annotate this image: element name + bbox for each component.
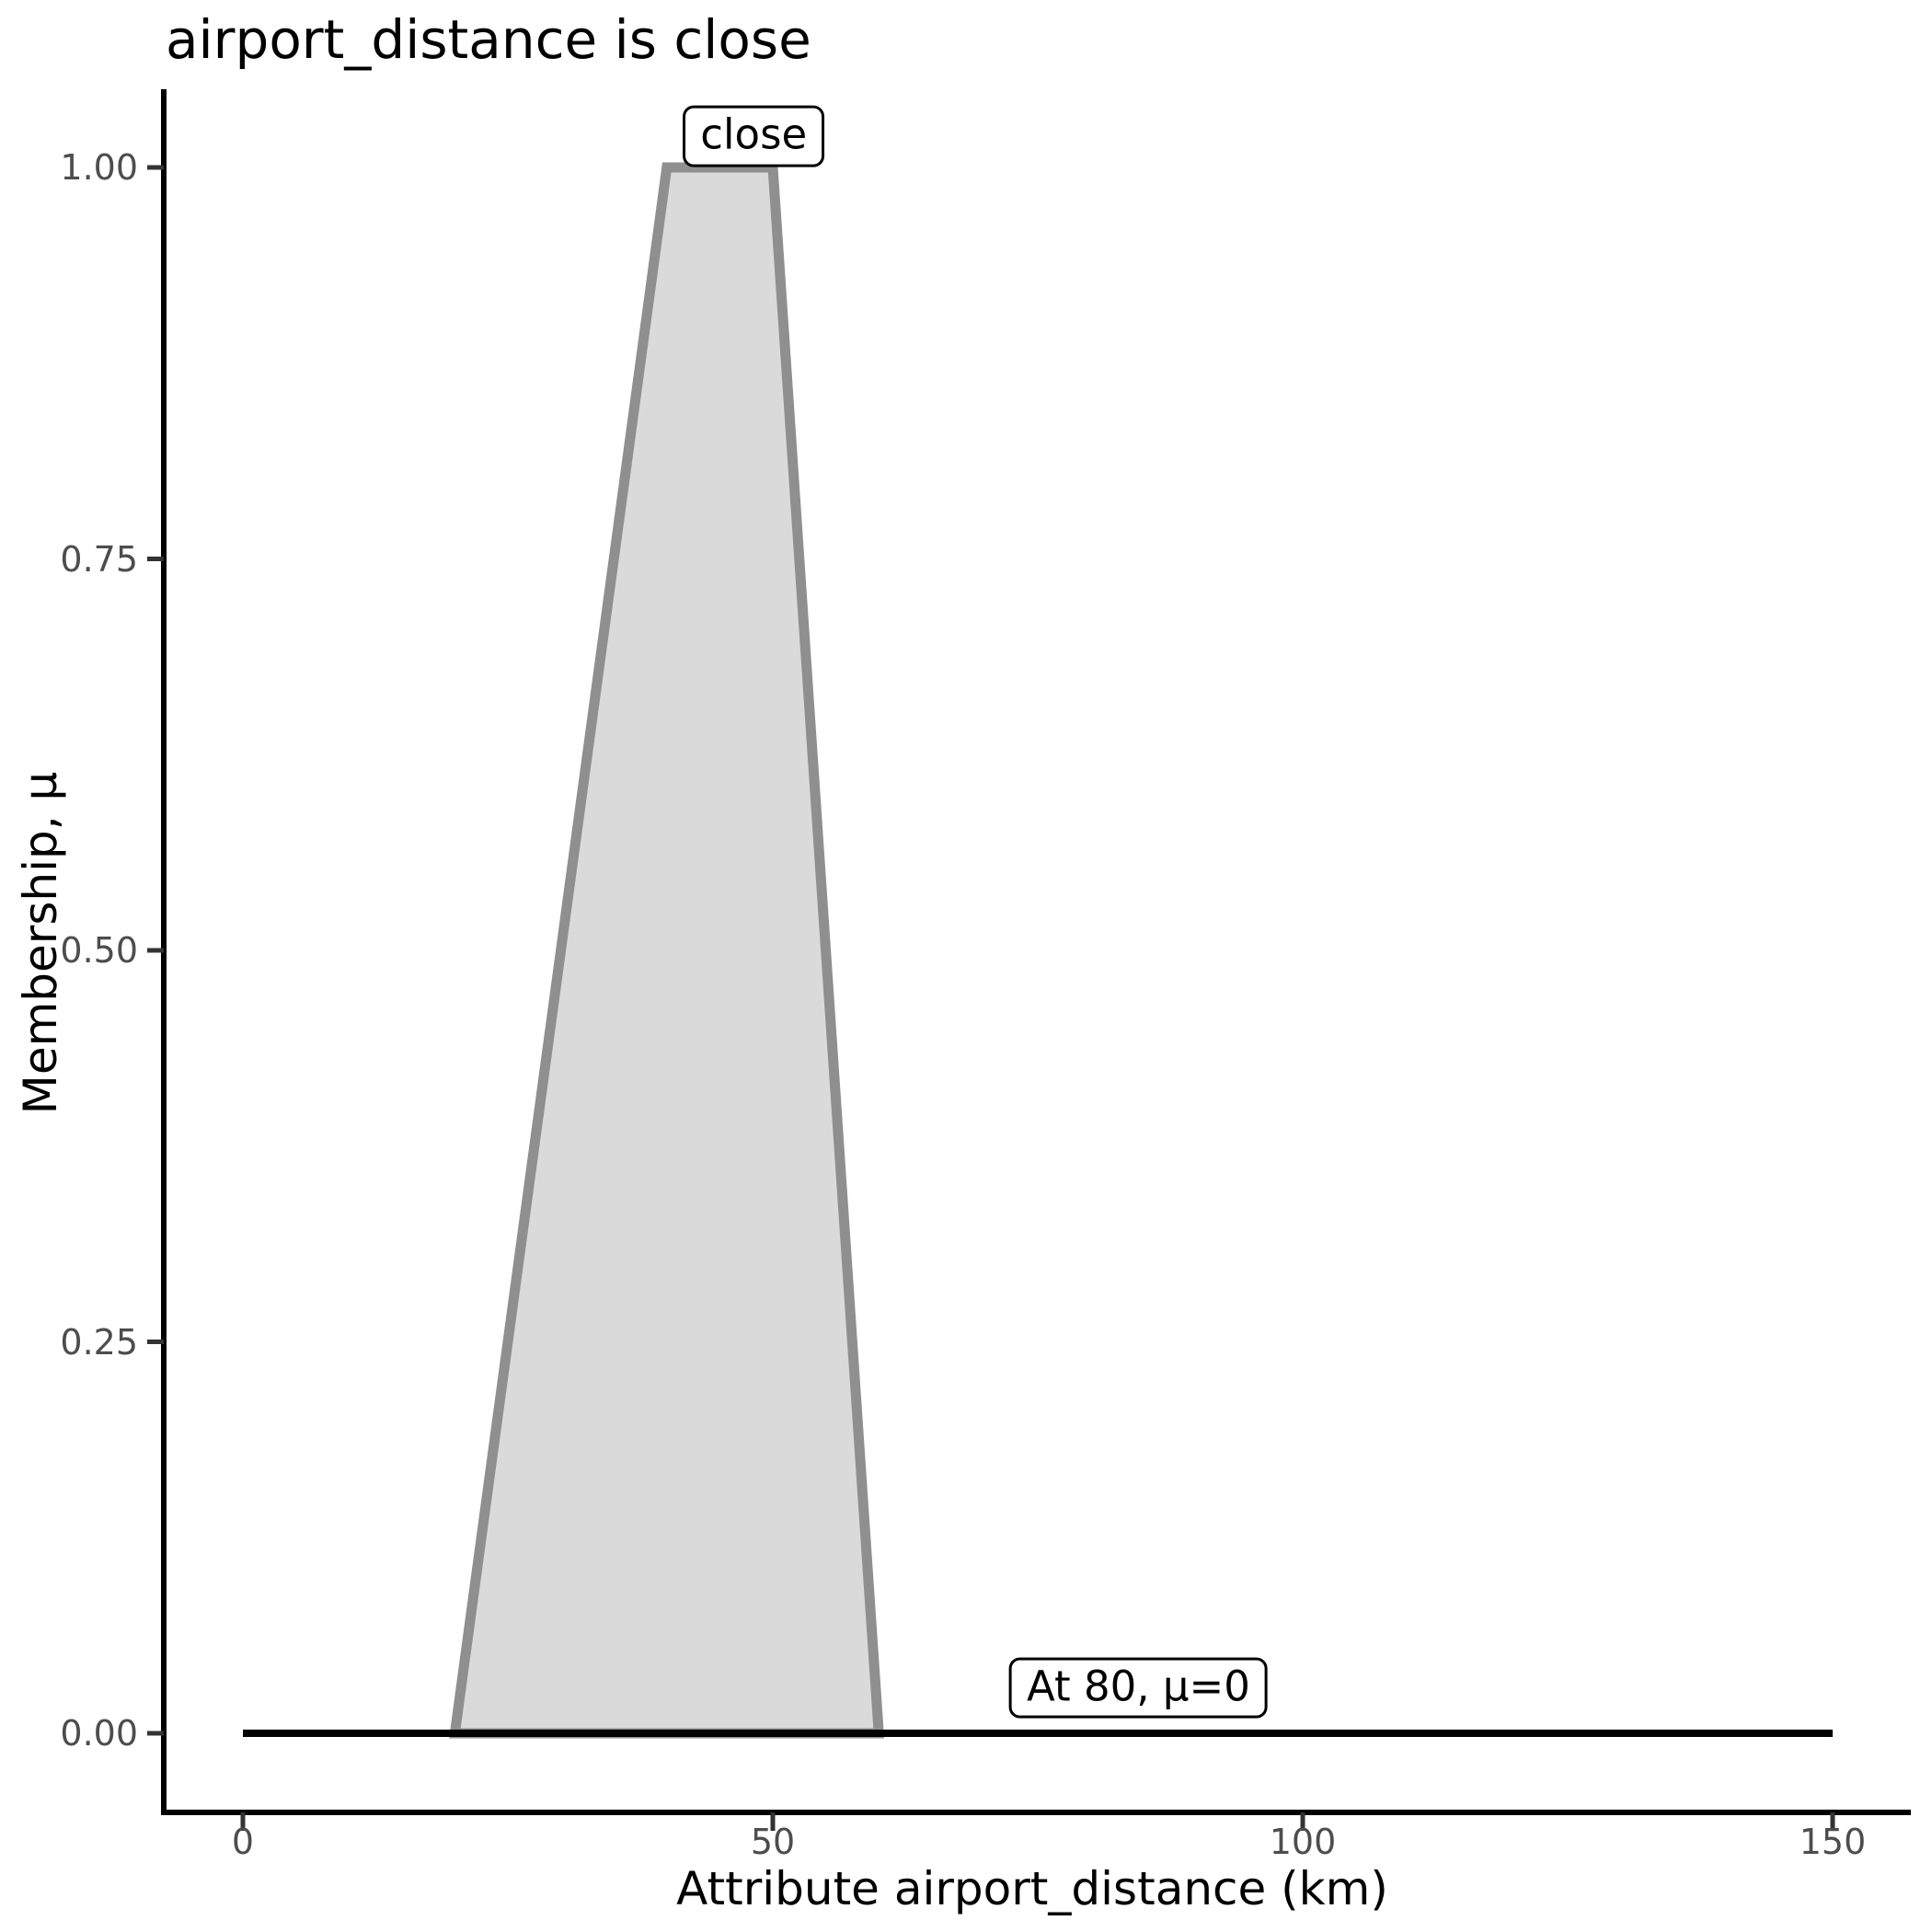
y-tick-label: 0.00 (60, 1713, 138, 1754)
x-tick-label: 0 (231, 1822, 255, 1862)
annotation-at-80-mu-0: At 80, μ=0 (1009, 1657, 1268, 1719)
x-tick-label: 50 (750, 1822, 796, 1862)
y-tick-label: 1.00 (60, 147, 138, 188)
chart-title: airport_distance is close (166, 8, 811, 71)
x-axis-title: Attribute airport_distance (km) (676, 1862, 1388, 1915)
x-tick-label: 150 (1799, 1822, 1867, 1862)
membership-trapezoid (449, 162, 885, 1739)
y-tick-label: 0.50 (60, 930, 138, 971)
y-tick-label: 0.75 (60, 538, 138, 580)
y-tick-label: 0.25 (60, 1321, 138, 1363)
annotation-close-label: close (683, 105, 825, 167)
x-tick-label: 100 (1269, 1822, 1337, 1862)
